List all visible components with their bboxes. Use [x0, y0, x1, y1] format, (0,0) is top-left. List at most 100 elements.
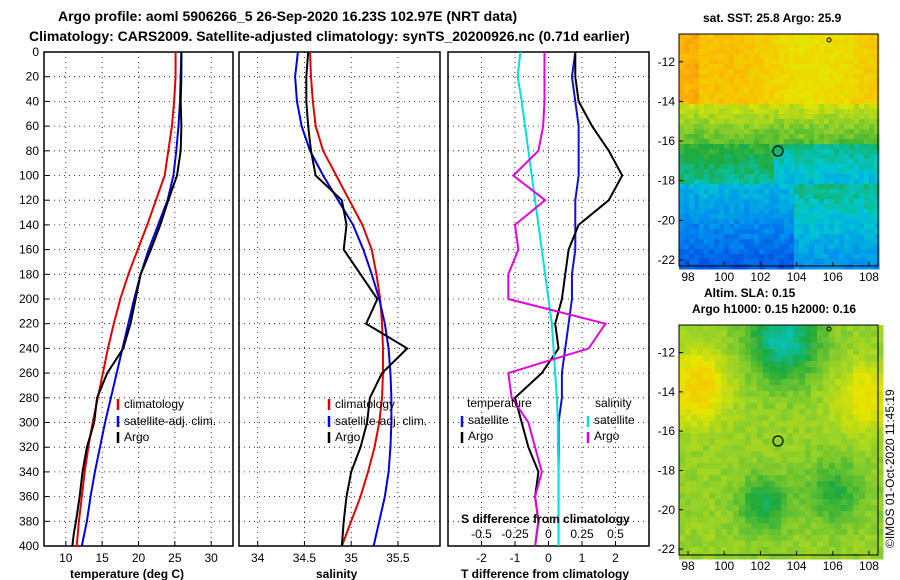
map-cell	[721, 457, 728, 464]
map-cell	[714, 259, 720, 265]
map-cell	[714, 219, 720, 225]
map-cell	[859, 349, 866, 356]
map-cell	[865, 517, 872, 524]
map-cell	[734, 69, 740, 75]
map-cell	[804, 124, 810, 130]
map-cell	[799, 367, 806, 374]
map-cell	[704, 149, 710, 155]
map-cell	[829, 69, 835, 75]
map-cell	[759, 179, 765, 185]
map-cell	[817, 451, 824, 458]
map-cell	[709, 445, 716, 452]
map-cell	[859, 421, 866, 428]
map-cell	[859, 541, 866, 548]
map-cell	[877, 379, 884, 386]
map-cell	[703, 445, 710, 452]
map-cell	[814, 189, 820, 195]
map-cell	[719, 249, 725, 255]
map-cell	[854, 84, 860, 90]
map-cell	[779, 124, 785, 130]
map-cell	[691, 499, 698, 506]
map-cell	[739, 264, 745, 270]
map-cell	[859, 104, 865, 110]
map-y-tick-label: -20	[658, 503, 676, 517]
map-cell	[689, 34, 695, 40]
map-cell	[774, 64, 780, 70]
map-cell	[859, 493, 866, 500]
salinity-xlabel: salinity	[316, 567, 358, 580]
map-cell	[704, 234, 710, 240]
map-cell	[819, 164, 825, 170]
map-cell	[849, 164, 855, 170]
map-cell	[794, 114, 800, 120]
map-cell	[744, 59, 750, 65]
map-cell	[699, 209, 705, 215]
map-cell	[729, 99, 735, 105]
map-cell	[865, 391, 872, 398]
map-cell	[819, 239, 825, 245]
map-cell	[859, 433, 866, 440]
map-cell	[817, 505, 824, 512]
map-cell	[719, 184, 725, 190]
map-cell	[757, 523, 764, 530]
map-cell	[809, 234, 815, 240]
map-cell	[824, 219, 830, 225]
map-cell	[714, 149, 720, 155]
map-cell	[859, 367, 866, 374]
map-cell	[874, 204, 880, 210]
map-cell	[739, 541, 746, 548]
map-cell	[733, 361, 740, 368]
map-cell	[789, 219, 795, 225]
map-cell	[864, 64, 870, 70]
map-cell	[787, 547, 794, 554]
map-cell	[721, 325, 728, 332]
map-cell	[759, 144, 765, 150]
map-cell	[769, 457, 776, 464]
map-cell	[764, 74, 770, 80]
map-cell	[745, 343, 752, 350]
map-cell	[704, 169, 710, 175]
map-cell	[759, 229, 765, 235]
map-cell	[685, 505, 692, 512]
map-cell	[779, 64, 785, 70]
map-cell	[864, 164, 870, 170]
map-cell	[679, 119, 685, 125]
map-cell	[703, 469, 710, 476]
map-cell	[684, 189, 690, 195]
map-cell	[709, 34, 715, 40]
map-cell	[819, 99, 825, 105]
map-cell	[859, 254, 865, 260]
map-cell	[847, 535, 854, 542]
map-cell	[839, 184, 845, 190]
map-cell	[834, 249, 840, 255]
map-cell	[727, 379, 734, 386]
map-cell	[699, 114, 705, 120]
map-cell	[704, 129, 710, 135]
map-cell	[849, 39, 855, 45]
map-cell	[823, 457, 830, 464]
map-cell	[844, 34, 850, 40]
map-cell	[871, 355, 878, 362]
map-cell	[721, 343, 728, 350]
map-cell	[769, 264, 775, 270]
map-cell	[691, 385, 698, 392]
map-cell	[854, 259, 860, 265]
map-cell	[729, 149, 735, 155]
map-cell	[679, 264, 685, 270]
map-cell	[734, 249, 740, 255]
map-cell	[799, 499, 806, 506]
map-cell	[709, 337, 716, 344]
map-cell	[739, 517, 746, 524]
map-cell	[781, 343, 788, 350]
map-cell	[691, 403, 698, 410]
map-cell	[689, 234, 695, 240]
map-cell	[685, 337, 692, 344]
map-cell	[835, 511, 842, 518]
map-cell	[739, 214, 745, 220]
map-cell	[781, 451, 788, 458]
map-cell	[814, 69, 820, 75]
map-cell	[811, 433, 818, 440]
map-cell	[714, 69, 720, 75]
map-cell	[759, 129, 765, 135]
map-cell	[697, 487, 704, 494]
